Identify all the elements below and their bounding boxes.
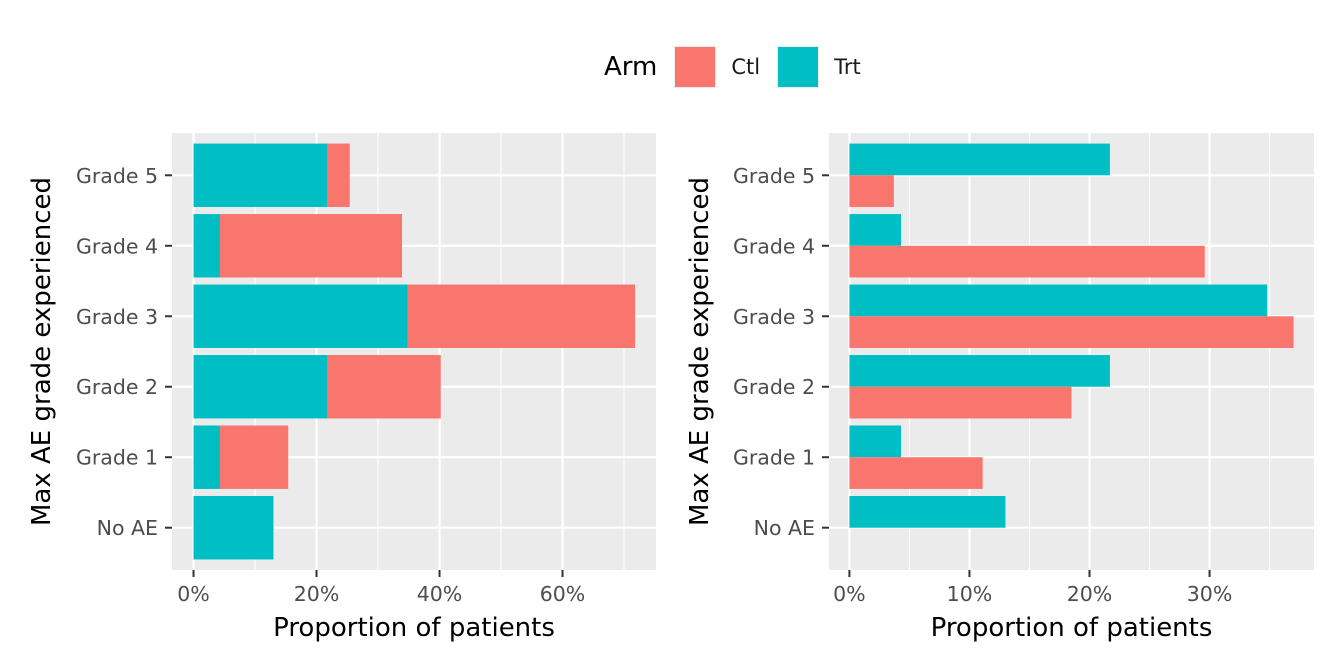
legend-item-trt: Trt: [776, 45, 861, 89]
y-tick-label: Grade 1: [733, 446, 815, 470]
bar-ctl: [219, 425, 289, 489]
bar-trt: [849, 214, 902, 246]
legend-swatch-ctl: [675, 47, 716, 87]
legend: Arm Ctl Trt: [604, 44, 877, 90]
x-tick-label: 40%: [417, 582, 463, 606]
y-tick-label: Grade 2: [733, 375, 815, 399]
x-tick-label: 20%: [294, 582, 340, 606]
bar-ctl: [219, 214, 403, 278]
bar-ctl: [849, 316, 1294, 348]
x-tick-label: 0%: [833, 582, 866, 606]
x-axis-title: Proportion of patients: [273, 613, 555, 643]
bar-trt: [193, 284, 408, 348]
bar-trt: [193, 143, 327, 208]
legend-key-trt: [776, 45, 821, 89]
legend-label-trt: Trt: [834, 55, 861, 79]
bar-trt: [193, 214, 220, 278]
bar-trt: [193, 355, 327, 419]
bar-ctl: [407, 284, 636, 348]
chart-panel-2: No AE Grade 1 Grade 2 Grade 3 Grade 4 Grade 5…: [685, 133, 1314, 643]
bar-ctl: [849, 175, 894, 208]
legend-title: Arm: [604, 52, 658, 82]
bar-trt: [849, 425, 902, 458]
y-axis-title: Max AE grade experienced: [27, 177, 57, 526]
chart-panel-1: No AE Grade 1 Grade 2 Grade 3 Grade 4 Grade 5…: [27, 133, 656, 643]
y-axis-title: Max AE grade experienced: [685, 177, 715, 526]
y-tick-label: Grade 5: [76, 164, 158, 188]
y-tick-label: Grade 2: [76, 375, 158, 399]
bar-ctl: [849, 386, 1072, 419]
bar-trt: [849, 355, 1110, 387]
bar-ctl: [326, 355, 441, 419]
legend-label-ctl: Ctl: [731, 55, 761, 79]
bar-trt: [193, 425, 220, 489]
y-tick-label: Grade 4: [733, 234, 815, 258]
bar-ctl: [326, 143, 350, 208]
legend-item-ctl: Ctl: [673, 45, 760, 89]
bar-trt: [849, 284, 1268, 317]
y-tick-label: Grade 4: [76, 234, 158, 258]
y-tick-label: Grade 3: [76, 305, 158, 329]
bar-ctl: [849, 457, 983, 489]
y-tick-label: Grade 5: [733, 164, 815, 188]
x-tick-label: 20%: [1067, 582, 1113, 606]
y-tick-label: No AE: [97, 516, 158, 540]
legend-swatch-trt: [778, 47, 819, 87]
x-tick-label: 0%: [177, 582, 210, 606]
bar-trt: [849, 143, 1110, 176]
x-tick-label: 60%: [540, 582, 586, 606]
bar-ctl: [849, 245, 1205, 278]
bar-trt: [849, 495, 1006, 528]
y-tick-label: No AE: [754, 516, 815, 540]
bar-trt: [193, 495, 274, 560]
x-tick-label: 10%: [947, 582, 993, 606]
x-axis-title: Proportion of patients: [931, 613, 1213, 643]
y-tick-label: Grade 1: [76, 446, 158, 470]
legend-key-ctl: [673, 45, 718, 89]
x-tick-label: 30%: [1187, 582, 1233, 606]
y-tick-label: Grade 3: [733, 305, 815, 329]
